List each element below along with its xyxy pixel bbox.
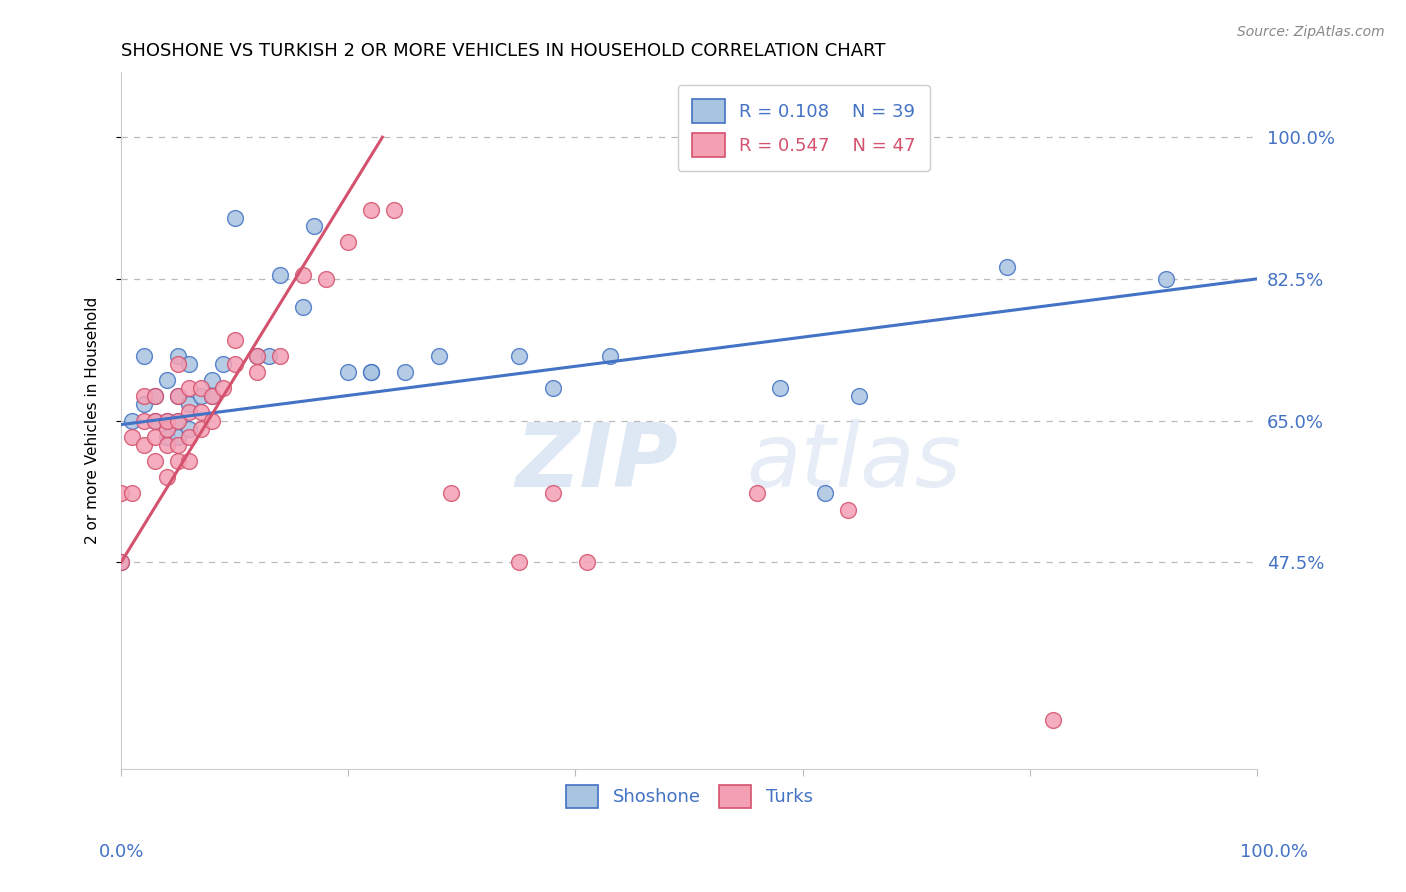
Point bbox=[848, 389, 870, 403]
Point bbox=[302, 219, 325, 234]
Point bbox=[132, 413, 155, 427]
Point bbox=[246, 349, 269, 363]
Point bbox=[167, 430, 190, 444]
Point bbox=[201, 389, 224, 403]
Point bbox=[167, 357, 190, 371]
Point bbox=[747, 486, 769, 500]
Point bbox=[155, 438, 177, 452]
Text: 100.0%: 100.0% bbox=[1240, 843, 1308, 861]
Point bbox=[143, 413, 166, 427]
Point bbox=[143, 389, 166, 403]
Point bbox=[179, 405, 201, 419]
Point bbox=[360, 365, 382, 379]
Y-axis label: 2 or more Vehicles in Household: 2 or more Vehicles in Household bbox=[86, 297, 100, 544]
Point bbox=[315, 272, 337, 286]
Point bbox=[201, 373, 224, 387]
Point bbox=[179, 454, 201, 468]
Point bbox=[167, 389, 190, 403]
Point bbox=[132, 349, 155, 363]
Point bbox=[179, 357, 201, 371]
Point bbox=[837, 502, 859, 516]
Point bbox=[167, 454, 190, 468]
Point bbox=[155, 422, 177, 436]
Point bbox=[179, 397, 201, 411]
Point bbox=[212, 381, 235, 395]
Point bbox=[427, 349, 450, 363]
Point bbox=[257, 349, 280, 363]
Point bbox=[132, 397, 155, 411]
Point bbox=[167, 413, 190, 427]
Point bbox=[224, 333, 246, 347]
Text: ZIP: ZIP bbox=[515, 419, 678, 506]
Point bbox=[132, 389, 155, 403]
Point bbox=[179, 430, 201, 444]
Point bbox=[224, 357, 246, 371]
Point bbox=[121, 430, 143, 444]
Point bbox=[769, 381, 792, 395]
Text: Source: ZipAtlas.com: Source: ZipAtlas.com bbox=[1237, 25, 1385, 39]
Point bbox=[814, 486, 837, 500]
Point bbox=[190, 389, 212, 403]
Point bbox=[269, 268, 291, 282]
Point bbox=[110, 555, 132, 569]
Point bbox=[167, 438, 190, 452]
Point bbox=[155, 413, 177, 427]
Point bbox=[269, 349, 291, 363]
Point bbox=[439, 486, 461, 500]
Point bbox=[155, 430, 177, 444]
Point bbox=[508, 349, 530, 363]
Point bbox=[155, 413, 177, 427]
Point bbox=[110, 486, 132, 500]
Point bbox=[201, 389, 224, 403]
Point bbox=[190, 405, 212, 419]
Point bbox=[212, 357, 235, 371]
Point bbox=[394, 365, 416, 379]
Point bbox=[382, 202, 405, 217]
Point bbox=[167, 389, 190, 403]
Legend: Shoshone, Turks: Shoshone, Turks bbox=[558, 778, 820, 815]
Point bbox=[121, 486, 143, 500]
Point bbox=[143, 430, 166, 444]
Point bbox=[190, 381, 212, 395]
Point bbox=[143, 389, 166, 403]
Point bbox=[143, 454, 166, 468]
Point bbox=[541, 486, 564, 500]
Point bbox=[121, 413, 143, 427]
Text: atlas: atlas bbox=[745, 419, 960, 505]
Point bbox=[155, 373, 177, 387]
Point bbox=[291, 300, 314, 314]
Point bbox=[337, 365, 360, 379]
Point bbox=[337, 235, 360, 250]
Point bbox=[599, 349, 621, 363]
Point bbox=[179, 422, 201, 436]
Point bbox=[360, 365, 382, 379]
Text: SHOSHONE VS TURKISH 2 OR MORE VEHICLES IN HOUSEHOLD CORRELATION CHART: SHOSHONE VS TURKISH 2 OR MORE VEHICLES I… bbox=[121, 42, 886, 60]
Point bbox=[143, 413, 166, 427]
Point bbox=[179, 381, 201, 395]
Point bbox=[360, 202, 382, 217]
Point bbox=[995, 260, 1018, 274]
Point bbox=[246, 365, 269, 379]
Point bbox=[110, 555, 132, 569]
Point bbox=[132, 438, 155, 452]
Point bbox=[155, 470, 177, 484]
Point bbox=[541, 381, 564, 395]
Point bbox=[575, 555, 598, 569]
Point bbox=[291, 268, 314, 282]
Point bbox=[167, 413, 190, 427]
Point bbox=[224, 211, 246, 226]
Point bbox=[167, 349, 190, 363]
Point bbox=[1042, 713, 1064, 727]
Point bbox=[190, 422, 212, 436]
Text: 0.0%: 0.0% bbox=[98, 843, 143, 861]
Point bbox=[508, 555, 530, 569]
Point bbox=[201, 413, 224, 427]
Point bbox=[1154, 272, 1177, 286]
Point bbox=[246, 349, 269, 363]
